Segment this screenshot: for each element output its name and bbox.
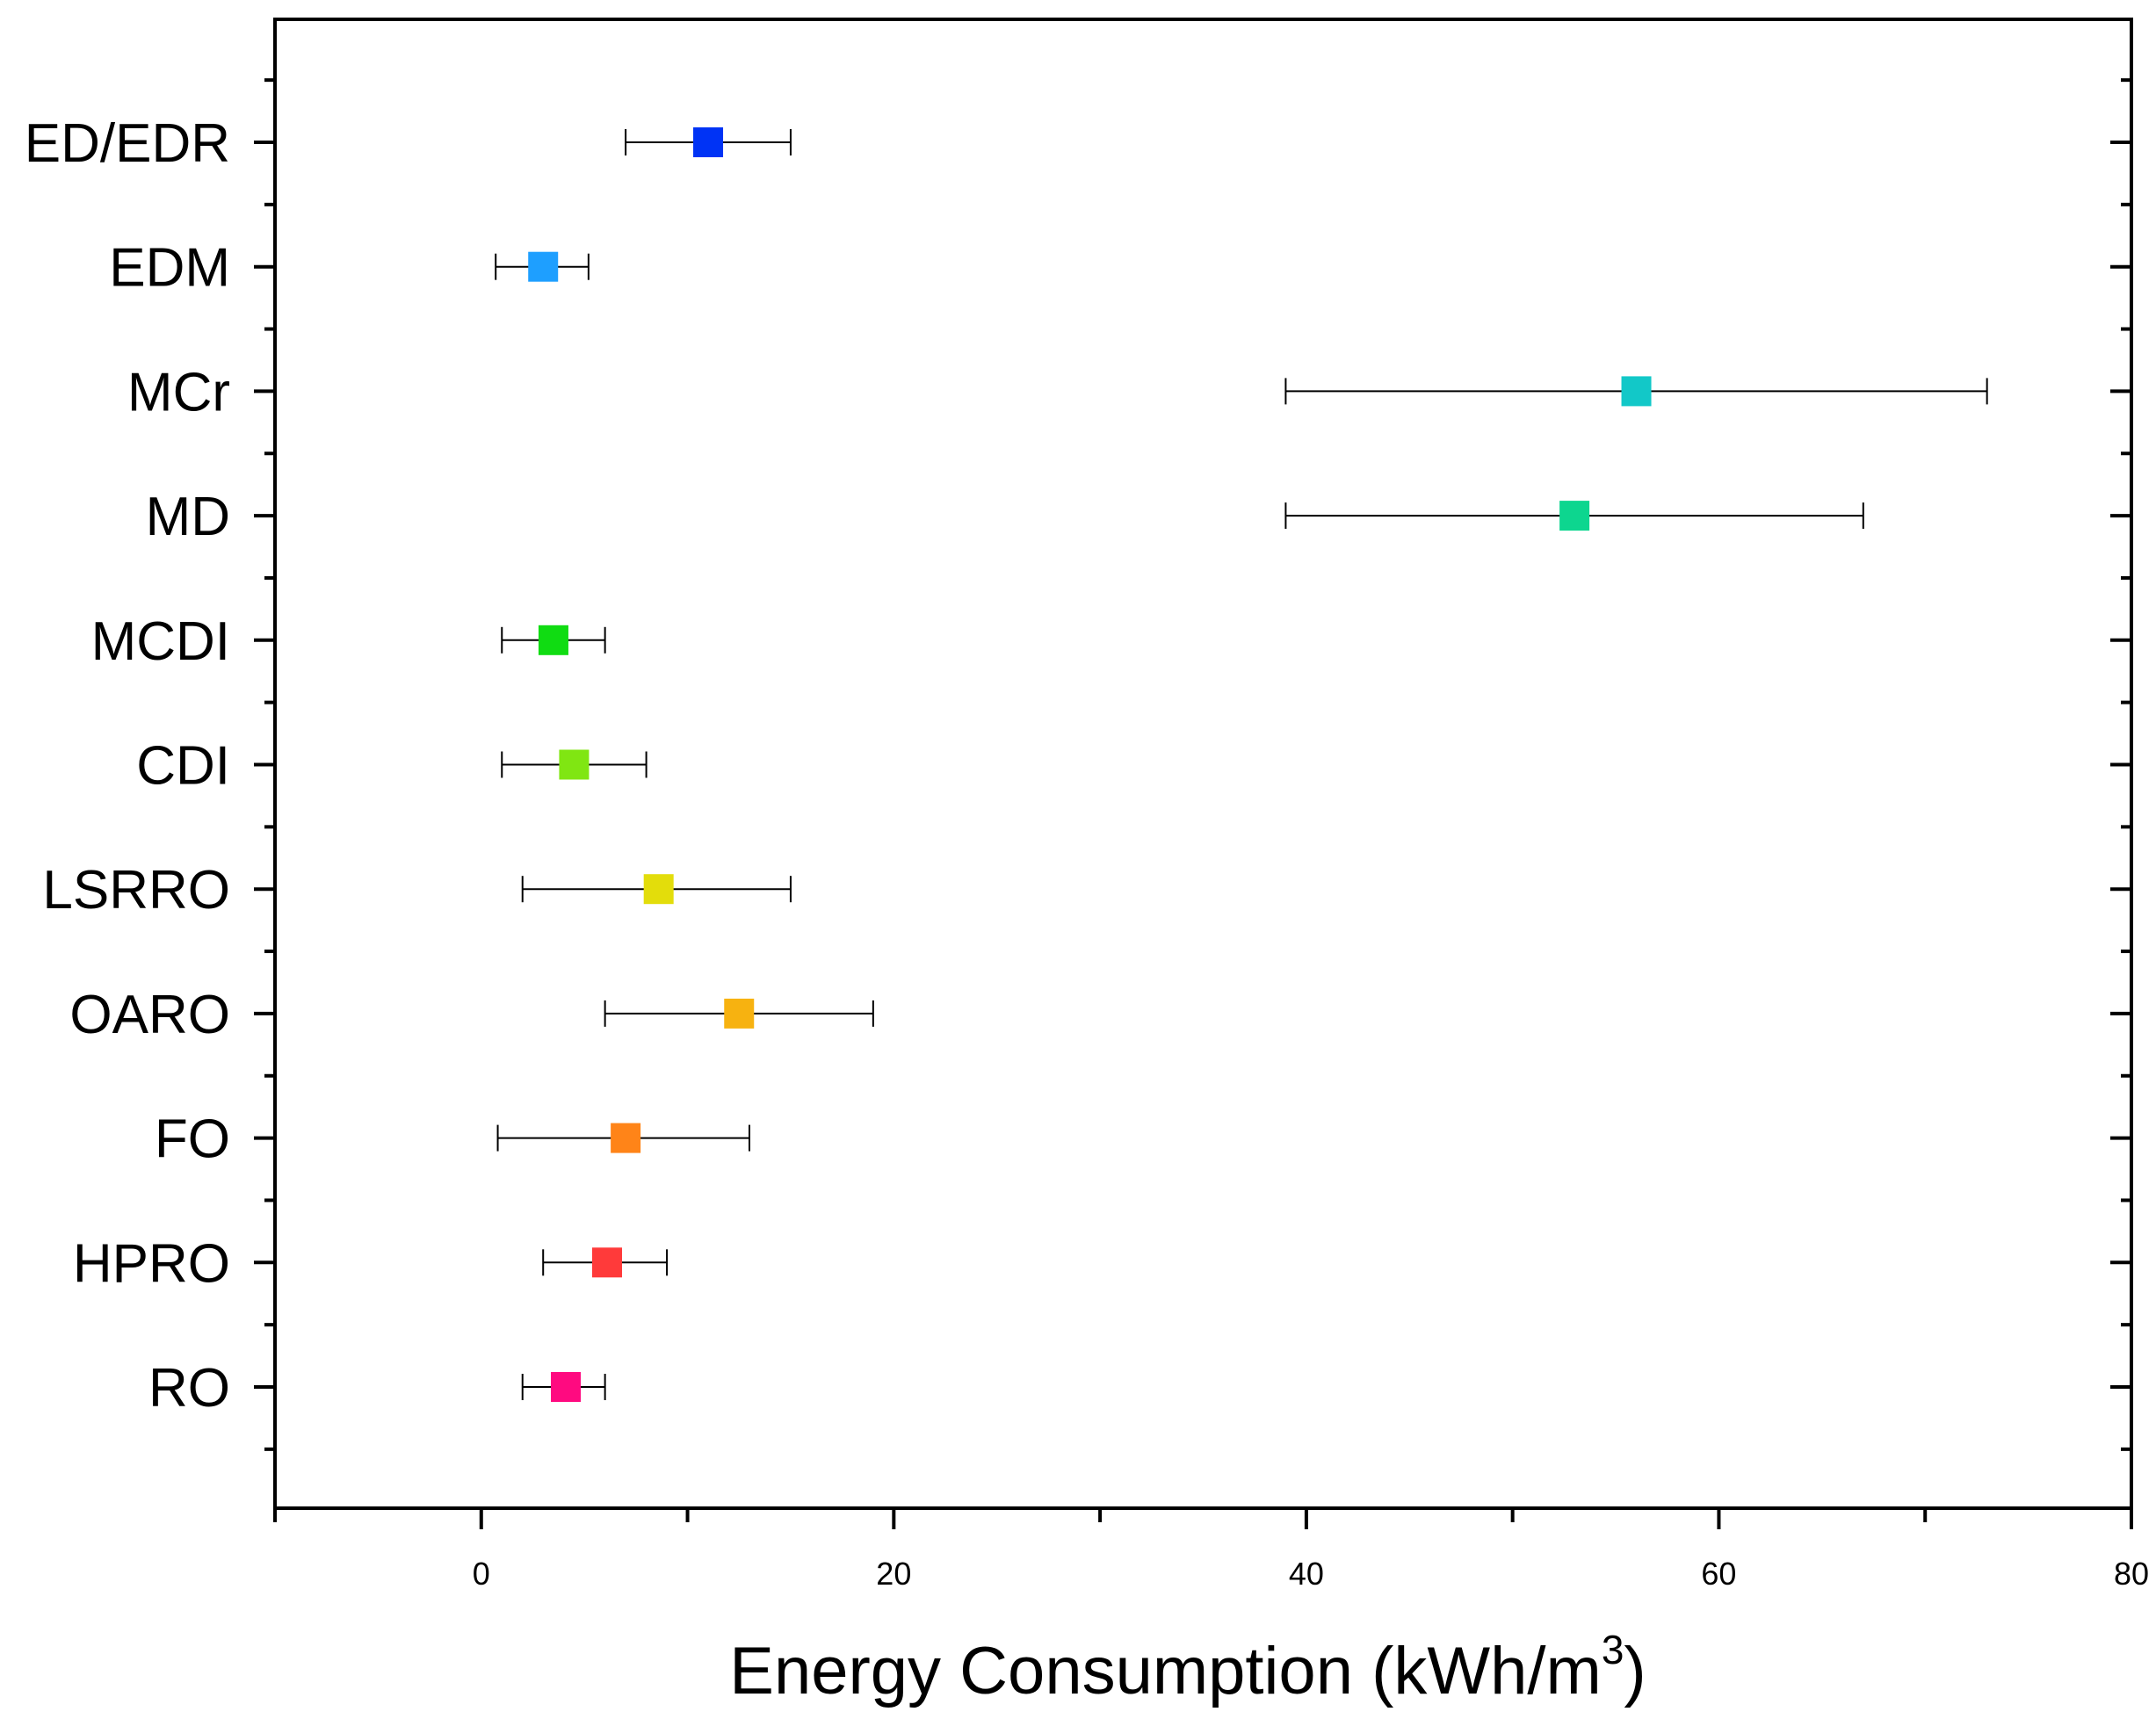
x-axis-title: Energy Consumption (kWh/m3) xyxy=(729,1627,1646,1708)
x-axis-title-main: Energy Consumption (kWh/m xyxy=(729,1634,1602,1708)
y-tick-label: HPRO xyxy=(73,1233,230,1294)
x-tick-label: 0 xyxy=(473,1556,490,1592)
y-tick-label: MCr xyxy=(127,362,230,423)
y-tick-label: LSRRO xyxy=(42,860,230,921)
y-tick-labels: ED/EDR EDM MCr MD MCDI CDI LSRRO OARO FO HPRO RO xyxy=(25,113,230,1419)
data-point-marker xyxy=(611,1123,641,1153)
x-tick-label: 80 xyxy=(2114,1556,2149,1592)
y-tick-label: MCDI xyxy=(91,611,230,672)
data-point-marker xyxy=(1621,376,1652,407)
y-tick-label: FO xyxy=(155,1109,230,1170)
y-tick-label: EDM xyxy=(109,238,230,299)
y-tick-label: MD xyxy=(146,487,230,547)
data-point-marker xyxy=(591,1247,622,1278)
data-point-marker xyxy=(528,251,559,282)
data-markers xyxy=(528,127,1652,1402)
error-bars xyxy=(495,129,1988,1400)
y-tick-label: RO xyxy=(148,1358,230,1419)
data-point-marker xyxy=(643,874,674,905)
axis-ticks xyxy=(254,78,2133,1529)
y-tick-label: ED/EDR xyxy=(25,113,230,174)
data-point-marker xyxy=(538,625,568,655)
y-tick-label: CDI xyxy=(136,736,230,797)
data-point-marker xyxy=(724,998,755,1029)
x-tick-labels: 0 20 40 60 80 xyxy=(473,1556,2149,1592)
data-point-marker xyxy=(559,749,590,780)
x-tick-label: 60 xyxy=(1701,1556,1736,1592)
data-point-marker xyxy=(1559,501,1590,531)
x-tick-label: 20 xyxy=(876,1556,911,1592)
y-tick-label: OARO xyxy=(69,985,230,1045)
data-point-marker xyxy=(693,127,724,157)
x-axis-title-close: ) xyxy=(1624,1634,1646,1708)
x-axis-title-superscript: 3 xyxy=(1602,1627,1624,1672)
x-tick-label: 40 xyxy=(1289,1556,1324,1592)
data-point-marker xyxy=(551,1372,582,1402)
